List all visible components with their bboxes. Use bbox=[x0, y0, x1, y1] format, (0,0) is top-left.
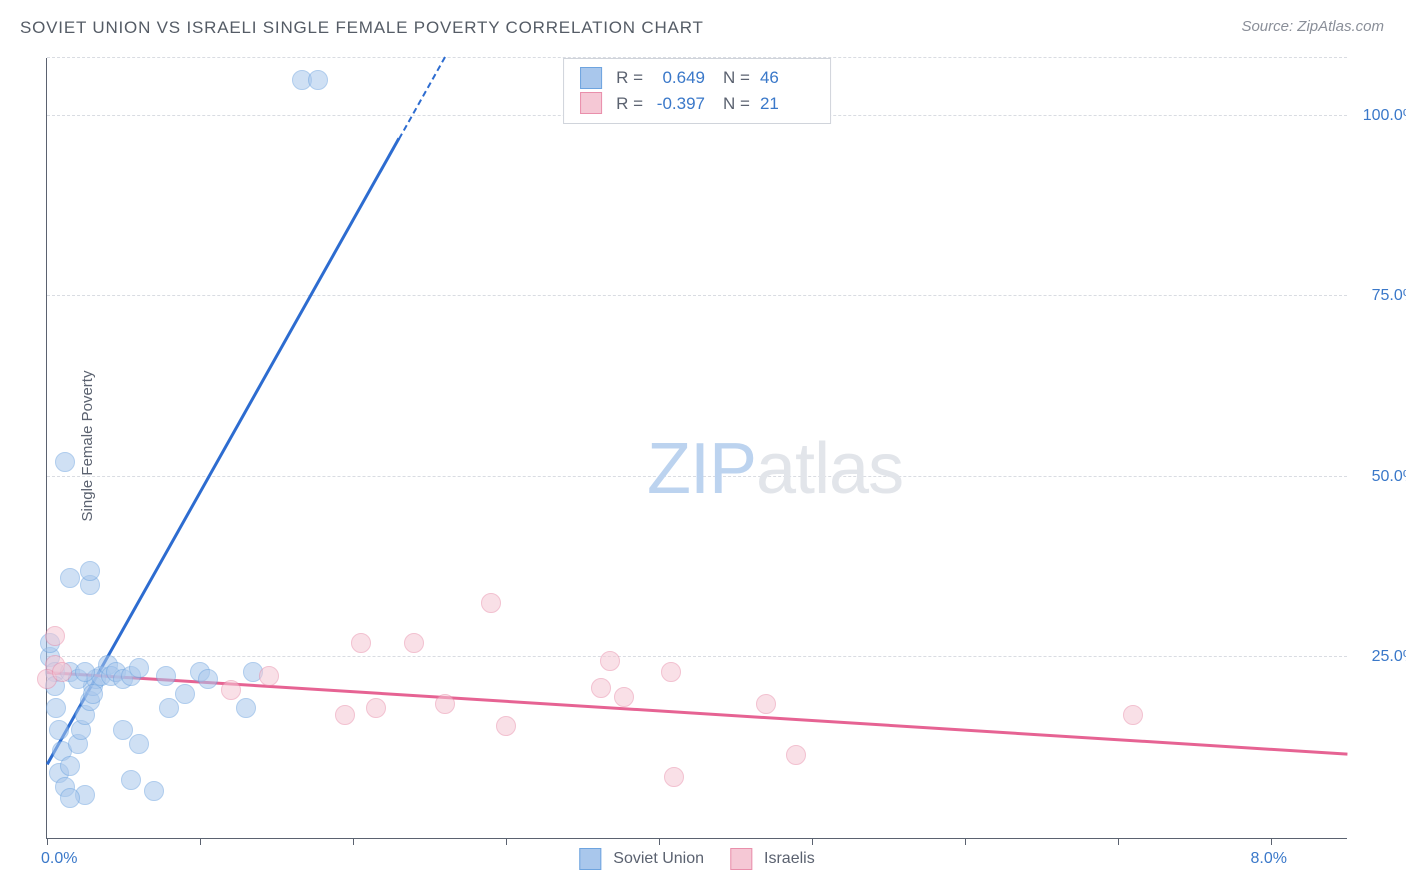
series2-point bbox=[664, 767, 684, 787]
series1-point bbox=[46, 698, 66, 718]
series2-point bbox=[259, 666, 279, 686]
legend-r-label: R = bbox=[616, 65, 643, 91]
series1-point bbox=[80, 561, 100, 581]
legend-n-value: 46 bbox=[760, 65, 812, 91]
x-tick bbox=[353, 838, 354, 845]
series2-point bbox=[45, 626, 65, 646]
legend-label: Soviet Union bbox=[613, 850, 704, 868]
series1-trendline-dashed bbox=[398, 57, 446, 140]
x-tick-label: 0.0% bbox=[41, 850, 77, 868]
x-tick bbox=[659, 838, 660, 845]
legend-r-value: -0.397 bbox=[653, 91, 705, 117]
x-tick bbox=[812, 838, 813, 845]
legend-swatch bbox=[580, 92, 602, 114]
series1-point bbox=[60, 788, 80, 808]
series2-point bbox=[614, 687, 634, 707]
x-tick bbox=[965, 838, 966, 845]
series2-point bbox=[591, 678, 611, 698]
x-tick-label: 8.0% bbox=[1251, 850, 1287, 868]
legend-swatch bbox=[730, 848, 752, 870]
legend-r-label: R = bbox=[616, 91, 643, 117]
y-tick-label: 75.0% bbox=[1372, 287, 1406, 305]
series1-point bbox=[308, 70, 328, 90]
series2-point bbox=[435, 694, 455, 714]
watermark-atlas: atlas bbox=[756, 429, 903, 509]
series2-point bbox=[366, 698, 386, 718]
legend-n-value: 21 bbox=[760, 91, 812, 117]
gridline bbox=[47, 656, 1347, 657]
series1-point bbox=[75, 662, 95, 682]
legend-swatch bbox=[579, 848, 601, 870]
series1-point bbox=[55, 452, 75, 472]
legend-n-label: N = bbox=[723, 65, 750, 91]
x-tick bbox=[1271, 838, 1272, 845]
series2-point bbox=[756, 694, 776, 714]
series1-point bbox=[129, 734, 149, 754]
y-tick-label: 50.0% bbox=[1372, 468, 1406, 486]
series1-point bbox=[121, 770, 141, 790]
legend-row: R = -0.397 N = 21 bbox=[580, 91, 812, 117]
series1-point bbox=[156, 666, 176, 686]
x-tick bbox=[506, 838, 507, 845]
series1-point bbox=[49, 720, 69, 740]
x-tick bbox=[47, 838, 48, 845]
legend-swatch bbox=[580, 67, 602, 89]
legend-label: Israelis bbox=[764, 850, 815, 868]
legend-n-label: N = bbox=[723, 91, 750, 117]
y-tick-label: 25.0% bbox=[1372, 648, 1406, 666]
series1-point bbox=[60, 568, 80, 588]
legend-item: Israelis bbox=[730, 848, 815, 870]
series2-point bbox=[351, 633, 371, 653]
y-tick-label: 100.0% bbox=[1363, 107, 1406, 125]
series1-point bbox=[159, 698, 179, 718]
series1-point bbox=[175, 684, 195, 704]
series2-point bbox=[404, 633, 424, 653]
series2-point bbox=[481, 593, 501, 613]
series2-point bbox=[496, 716, 516, 736]
legend-row: R = 0.649 N = 46 bbox=[580, 65, 812, 91]
series2-point bbox=[52, 662, 72, 682]
series2-point bbox=[335, 705, 355, 725]
series1-point bbox=[236, 698, 256, 718]
source-label: Source: ZipAtlas.com bbox=[1241, 18, 1384, 35]
series2-point bbox=[221, 680, 241, 700]
gridline bbox=[47, 476, 1347, 477]
x-tick bbox=[1118, 838, 1119, 845]
series1-point bbox=[144, 781, 164, 801]
watermark-zip: ZIP bbox=[647, 429, 756, 509]
legend-item: Soviet Union bbox=[579, 848, 704, 870]
x-tick bbox=[200, 838, 201, 845]
chart-title: SOVIET UNION VS ISRAELI SINGLE FEMALE PO… bbox=[20, 18, 704, 38]
gridline bbox=[47, 295, 1347, 296]
series-legend: Soviet Union Israelis bbox=[579, 848, 814, 870]
correlation-legend: R = 0.649 N = 46 R = -0.397 N = 21 bbox=[563, 58, 831, 124]
series2-point bbox=[600, 651, 620, 671]
series1-point bbox=[198, 669, 218, 689]
series1-point bbox=[60, 756, 80, 776]
watermark: ZIPatlas bbox=[647, 428, 903, 510]
series2-point bbox=[1123, 705, 1143, 725]
series1-point bbox=[83, 684, 103, 704]
series2-point bbox=[661, 662, 681, 682]
series1-point bbox=[129, 658, 149, 678]
legend-r-value: 0.649 bbox=[653, 65, 705, 91]
series2-point bbox=[786, 745, 806, 765]
plot-area: ZIPatlas R =0.649N =46R =-0.397N =21 Sov… bbox=[46, 58, 1347, 839]
